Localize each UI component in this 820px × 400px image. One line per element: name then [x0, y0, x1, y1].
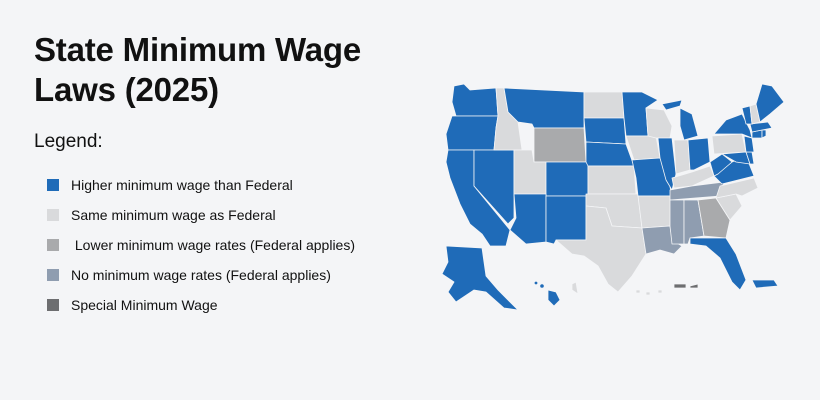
state-oh: [687, 137, 711, 171]
state-ma: [749, 121, 773, 133]
state-co: [545, 161, 589, 197]
legend-swatch-special: [47, 299, 59, 311]
page-title: State Minimum Wage Laws (2025): [34, 31, 362, 108]
state-me: [755, 83, 785, 123]
legend-item-same: Same minimum wage as Federal: [47, 200, 355, 230]
territory-pr: [751, 279, 779, 289]
legend-label: Higher minimum wage than Federal: [71, 177, 293, 193]
territory-gu: [571, 281, 579, 295]
state-nd: [583, 91, 625, 119]
legend-item-special: Special Minimum Wage: [47, 290, 355, 320]
state-pa: [711, 133, 747, 155]
state-ia: [625, 135, 661, 161]
state-ks: [587, 165, 637, 195]
legend-swatch-same: [47, 209, 59, 221]
territory-small: [635, 289, 663, 296]
state-nc: [715, 177, 759, 199]
legend-item-lower: Lower minimum wage rates (Federal applie…: [47, 230, 355, 260]
state-ri: [761, 129, 767, 139]
state-ar: [637, 195, 673, 229]
legend-label: Special Minimum Wage: [71, 297, 218, 313]
state-in: [673, 139, 691, 175]
state-sd: [583, 117, 627, 145]
state-mi: [661, 99, 699, 141]
state-hi-island: [539, 283, 545, 289]
legend-swatch-none: [47, 269, 59, 281]
state-hi-island: [533, 280, 539, 286]
legend: Higher minimum wage than Federal Same mi…: [47, 170, 355, 320]
legend-heading: Legend:: [34, 131, 103, 152]
state-az: [509, 193, 547, 245]
state-ak: [441, 245, 519, 311]
territory-vi: [673, 283, 699, 289]
state-tx: [555, 205, 647, 293]
state-nm: [545, 195, 587, 245]
state-wi: [645, 107, 673, 139]
state-hi: [547, 289, 561, 307]
legend-label: No minimum wage rates (Federal applies): [71, 267, 331, 283]
state-fl: [689, 237, 747, 291]
state-ne: [585, 141, 635, 167]
us-state-map: [441, 83, 785, 311]
legend-label: Same minimum wage as Federal: [71, 207, 276, 223]
legend-item-none: No minimum wage rates (Federal applies): [47, 260, 355, 290]
legend-swatch-lower: [47, 239, 59, 251]
state-wa: [451, 83, 499, 117]
legend-swatch-higher: [47, 179, 59, 191]
state-wv: [709, 153, 733, 177]
legend-item-higher: Higher minimum wage than Federal: [47, 170, 355, 200]
state-or: [445, 115, 499, 151]
legend-label: Lower minimum wage rates (Federal applie…: [71, 237, 355, 253]
state-ny: [713, 113, 753, 139]
state-ms: [669, 199, 685, 245]
state-wy: [533, 127, 587, 163]
